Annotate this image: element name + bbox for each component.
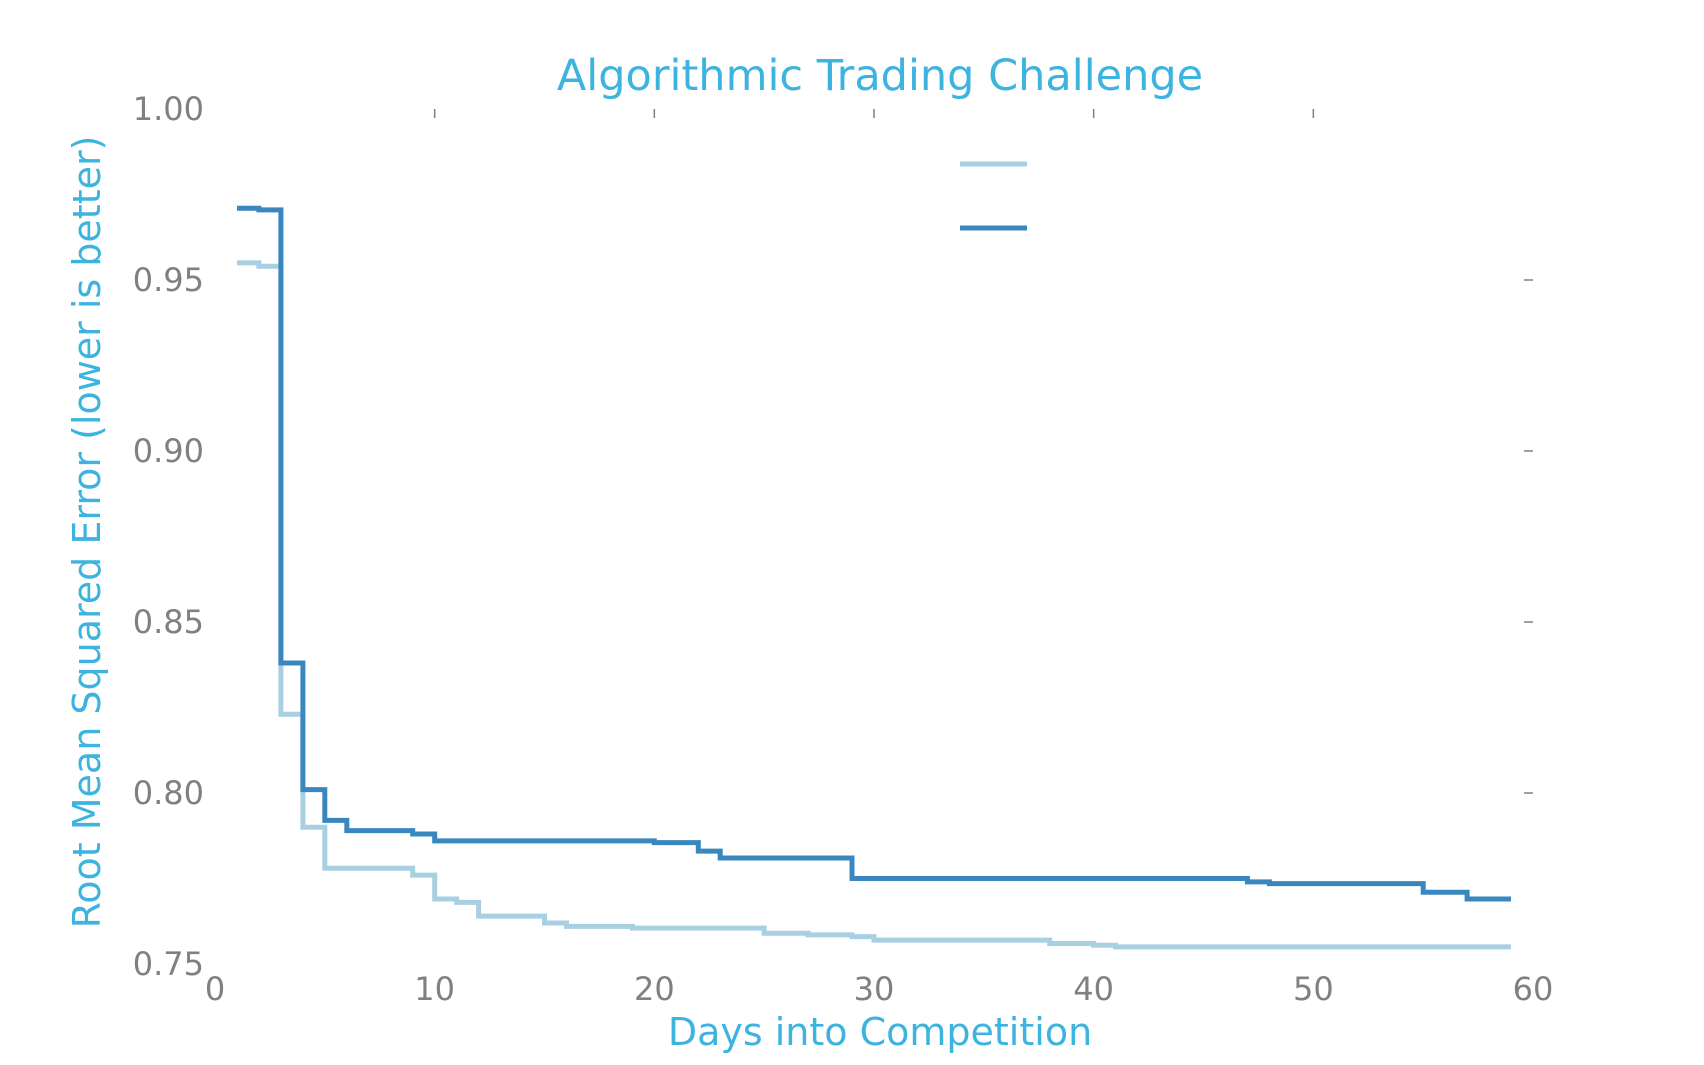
y-tick-label: 0.90 bbox=[133, 432, 204, 470]
y-tick-label: 0.85 bbox=[133, 603, 204, 641]
x-tick-label: 0 bbox=[205, 970, 225, 1008]
x-axis-ticks: 0 10 20 30 40 50 60 bbox=[205, 109, 1554, 1008]
x-tick-label: 10 bbox=[414, 970, 455, 1008]
chart-title: Algorithmic Trading Challenge bbox=[557, 51, 1203, 101]
y-axis-ticks: 0.75 0.80 0.85 0.90 0.95 1.00 bbox=[133, 90, 1533, 983]
y-axis-label: Root Mean Squared Error (lower is better… bbox=[65, 136, 109, 929]
series-line-2 bbox=[237, 205, 1511, 902]
legend bbox=[960, 161, 1027, 231]
plot-area bbox=[237, 205, 1511, 950]
y-tick-label: 0.75 bbox=[133, 945, 204, 983]
x-tick-label: 30 bbox=[854, 970, 895, 1008]
series-line-1 bbox=[237, 260, 1511, 950]
x-tick-label: 40 bbox=[1073, 970, 1114, 1008]
x-tick-label: 50 bbox=[1293, 970, 1334, 1008]
y-tick-label: 1.00 bbox=[133, 90, 204, 128]
x-tick-label: 20 bbox=[634, 970, 675, 1008]
x-tick-label: 60 bbox=[1513, 970, 1554, 1008]
x-axis-label: Days into Competition bbox=[668, 1010, 1092, 1054]
y-tick-label: 0.95 bbox=[133, 261, 204, 299]
y-tick-label: 0.80 bbox=[133, 774, 204, 812]
